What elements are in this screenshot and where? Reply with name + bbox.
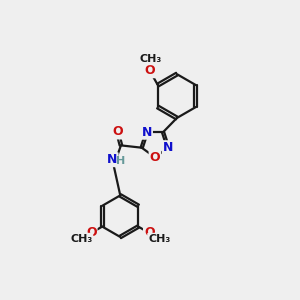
Text: CH₃: CH₃ — [140, 54, 162, 64]
Text: N: N — [163, 141, 173, 154]
Text: CH₃: CH₃ — [148, 234, 170, 244]
Text: O: O — [112, 125, 123, 139]
Text: N: N — [142, 126, 152, 139]
Text: O: O — [86, 226, 97, 239]
Text: CH₃: CH₃ — [70, 234, 92, 244]
Text: O: O — [144, 226, 154, 239]
Text: O: O — [150, 151, 160, 164]
Text: O: O — [144, 64, 155, 77]
Text: N: N — [107, 153, 118, 166]
Text: H: H — [116, 156, 126, 166]
